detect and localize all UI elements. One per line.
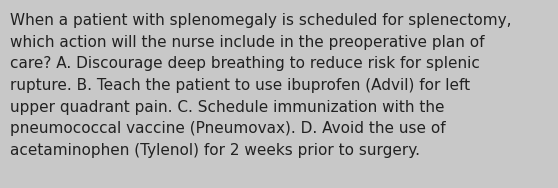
Text: When a patient with splenomegaly is scheduled for splenectomy,
which action will: When a patient with splenomegaly is sche…	[10, 13, 512, 158]
